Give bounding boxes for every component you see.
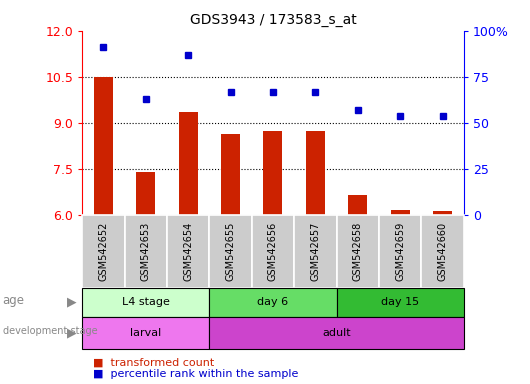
Text: day 6: day 6 xyxy=(258,297,288,308)
Bar xyxy=(433,211,452,215)
Text: GSM542660: GSM542660 xyxy=(438,222,447,281)
Title: GDS3943 / 173583_s_at: GDS3943 / 173583_s_at xyxy=(190,13,356,27)
Text: GSM542655: GSM542655 xyxy=(226,222,235,281)
Text: GSM542656: GSM542656 xyxy=(268,222,278,281)
Bar xyxy=(379,215,421,288)
Bar xyxy=(167,215,209,288)
Text: GSM542653: GSM542653 xyxy=(141,222,151,281)
Text: GSM542654: GSM542654 xyxy=(183,222,193,281)
Bar xyxy=(337,288,464,317)
Bar xyxy=(348,195,367,215)
Text: larval: larval xyxy=(130,328,161,338)
Text: ▶: ▶ xyxy=(67,296,77,309)
Bar xyxy=(221,134,240,215)
Bar xyxy=(179,112,198,215)
Bar xyxy=(252,215,294,288)
Bar xyxy=(421,215,464,288)
Text: GSM542657: GSM542657 xyxy=(311,222,320,281)
Text: day 15: day 15 xyxy=(381,297,419,308)
Text: development stage: development stage xyxy=(3,326,98,336)
Bar xyxy=(337,215,379,288)
Bar xyxy=(209,215,252,288)
Bar xyxy=(209,288,337,317)
Text: adult: adult xyxy=(322,328,351,338)
Bar xyxy=(82,215,125,288)
Bar xyxy=(82,288,209,317)
Bar xyxy=(294,215,337,288)
Text: GSM542658: GSM542658 xyxy=(353,222,363,281)
Text: L4 stage: L4 stage xyxy=(122,297,170,308)
Bar xyxy=(94,77,113,215)
Text: ▶: ▶ xyxy=(67,327,77,339)
Bar xyxy=(263,131,282,215)
Bar xyxy=(82,317,209,349)
Text: GSM542659: GSM542659 xyxy=(395,222,405,281)
Bar xyxy=(391,210,410,215)
Bar xyxy=(125,215,167,288)
Text: ■  transformed count: ■ transformed count xyxy=(93,358,214,368)
Bar xyxy=(136,172,155,215)
Text: age: age xyxy=(3,294,25,307)
Text: GSM542652: GSM542652 xyxy=(99,222,108,281)
Text: ■  percentile rank within the sample: ■ percentile rank within the sample xyxy=(93,369,298,379)
Bar xyxy=(209,317,464,349)
Bar xyxy=(306,131,325,215)
